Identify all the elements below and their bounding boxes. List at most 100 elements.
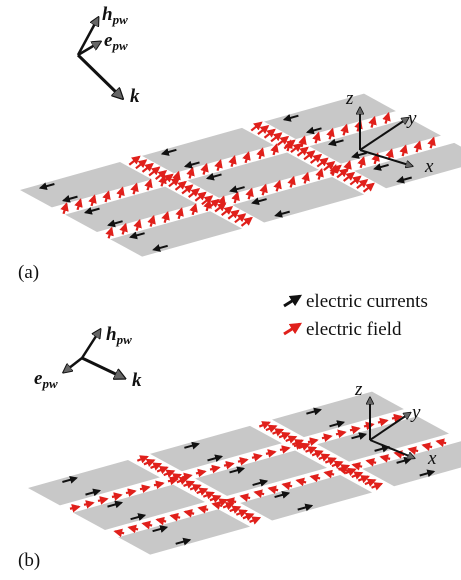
field-arrow [280,448,289,450]
panel-label: (b) [18,550,40,571]
field-arrow [154,483,163,485]
field-arrow [143,164,153,172]
field-arrow [195,193,205,201]
field-arrow [126,491,135,493]
field-arrow [136,160,146,168]
field-arrow [273,430,283,434]
field-arrow [252,456,261,458]
field-arrow [258,126,268,134]
field-arrow [242,218,252,226]
field-arrow [378,421,387,423]
x-label: x [427,448,437,469]
field-arrow [137,457,147,461]
field-arrow [222,207,232,215]
k-label: k [130,86,140,107]
field-arrow [344,125,347,135]
field-arrow [236,511,246,515]
field-arrow [215,204,225,212]
legend-field: electric field [306,319,402,340]
field-arrow [137,221,140,231]
field-arrow [311,476,320,478]
field-arrow [298,148,308,156]
h-label: hpw [102,4,128,27]
field-arrow [151,217,154,227]
field-arrow [199,508,208,510]
field-arrow [203,493,213,497]
field-arrow [129,157,139,165]
field-arrow [322,436,331,438]
field-arrow [177,478,187,482]
z-label: z [354,379,363,400]
field-arrow [134,184,137,194]
field-arrow [302,137,305,147]
field-arrow [223,504,233,508]
field-arrow [279,433,289,437]
panel-label: (a) [18,262,39,283]
field-arrow [352,473,362,477]
field-arrow [417,142,420,152]
field-arrow [304,151,314,159]
field-arrow [224,464,233,466]
field-arrow [350,177,360,185]
field-arrow [392,417,401,419]
field-arrow [190,486,200,490]
field-arrow [243,514,253,518]
pw-triad-a: hpw epw k [78,4,140,107]
field-arrow [98,499,107,501]
field-arrow [403,146,406,156]
field-arrow [350,428,359,430]
field-arrow [277,181,280,191]
field-arrow [431,138,434,148]
field-arrow [437,441,446,443]
field-arrow [92,196,95,206]
field-arrow [151,464,161,468]
field-arrow [235,214,245,222]
field-arrow [140,487,149,489]
field-arrow [291,177,294,187]
field-arrow [185,512,194,514]
k-label: k [132,370,142,391]
field-arrow [210,496,220,500]
field-arrow [144,460,154,464]
field-arrow [365,480,375,484]
pw-triad-b: hpw epw k [34,324,142,391]
field-arrow [308,440,317,442]
field-arrow [176,182,186,190]
field-arrow [372,484,382,488]
field-arrow [246,153,249,163]
field-arrow [337,169,347,177]
field-arrow [115,531,124,533]
field-arrow [189,189,199,197]
field-arrow [372,118,375,128]
field-arrow [249,189,252,199]
field-arrow [227,500,236,502]
field-arrow [283,484,292,486]
field-arrow [317,159,327,167]
field-arrow [265,130,275,138]
field-arrow [202,196,212,204]
field-arrow [109,228,112,238]
field-arrow [210,468,219,470]
e-label: epw [104,30,128,53]
z-label: z [345,88,354,109]
field-arrow [325,459,335,463]
field-arrow [217,500,227,504]
field-arrow [251,123,261,131]
field-arrow [357,180,367,188]
field-arrow [196,471,205,473]
field-arrow [274,145,277,155]
field-arrow [409,449,418,451]
field-arrow [332,462,342,466]
field-arrow [306,448,316,452]
field-arrow [129,527,138,529]
field-arrow [286,437,296,441]
field-arrow [143,524,152,526]
field-arrow [169,178,179,186]
y-label: y [406,108,417,129]
field-arrow [230,507,240,511]
field-arrow [250,518,260,522]
field-arrow [381,457,390,459]
field-arrow [238,460,247,462]
field-arrow [241,496,250,498]
field-arrow [190,168,193,178]
